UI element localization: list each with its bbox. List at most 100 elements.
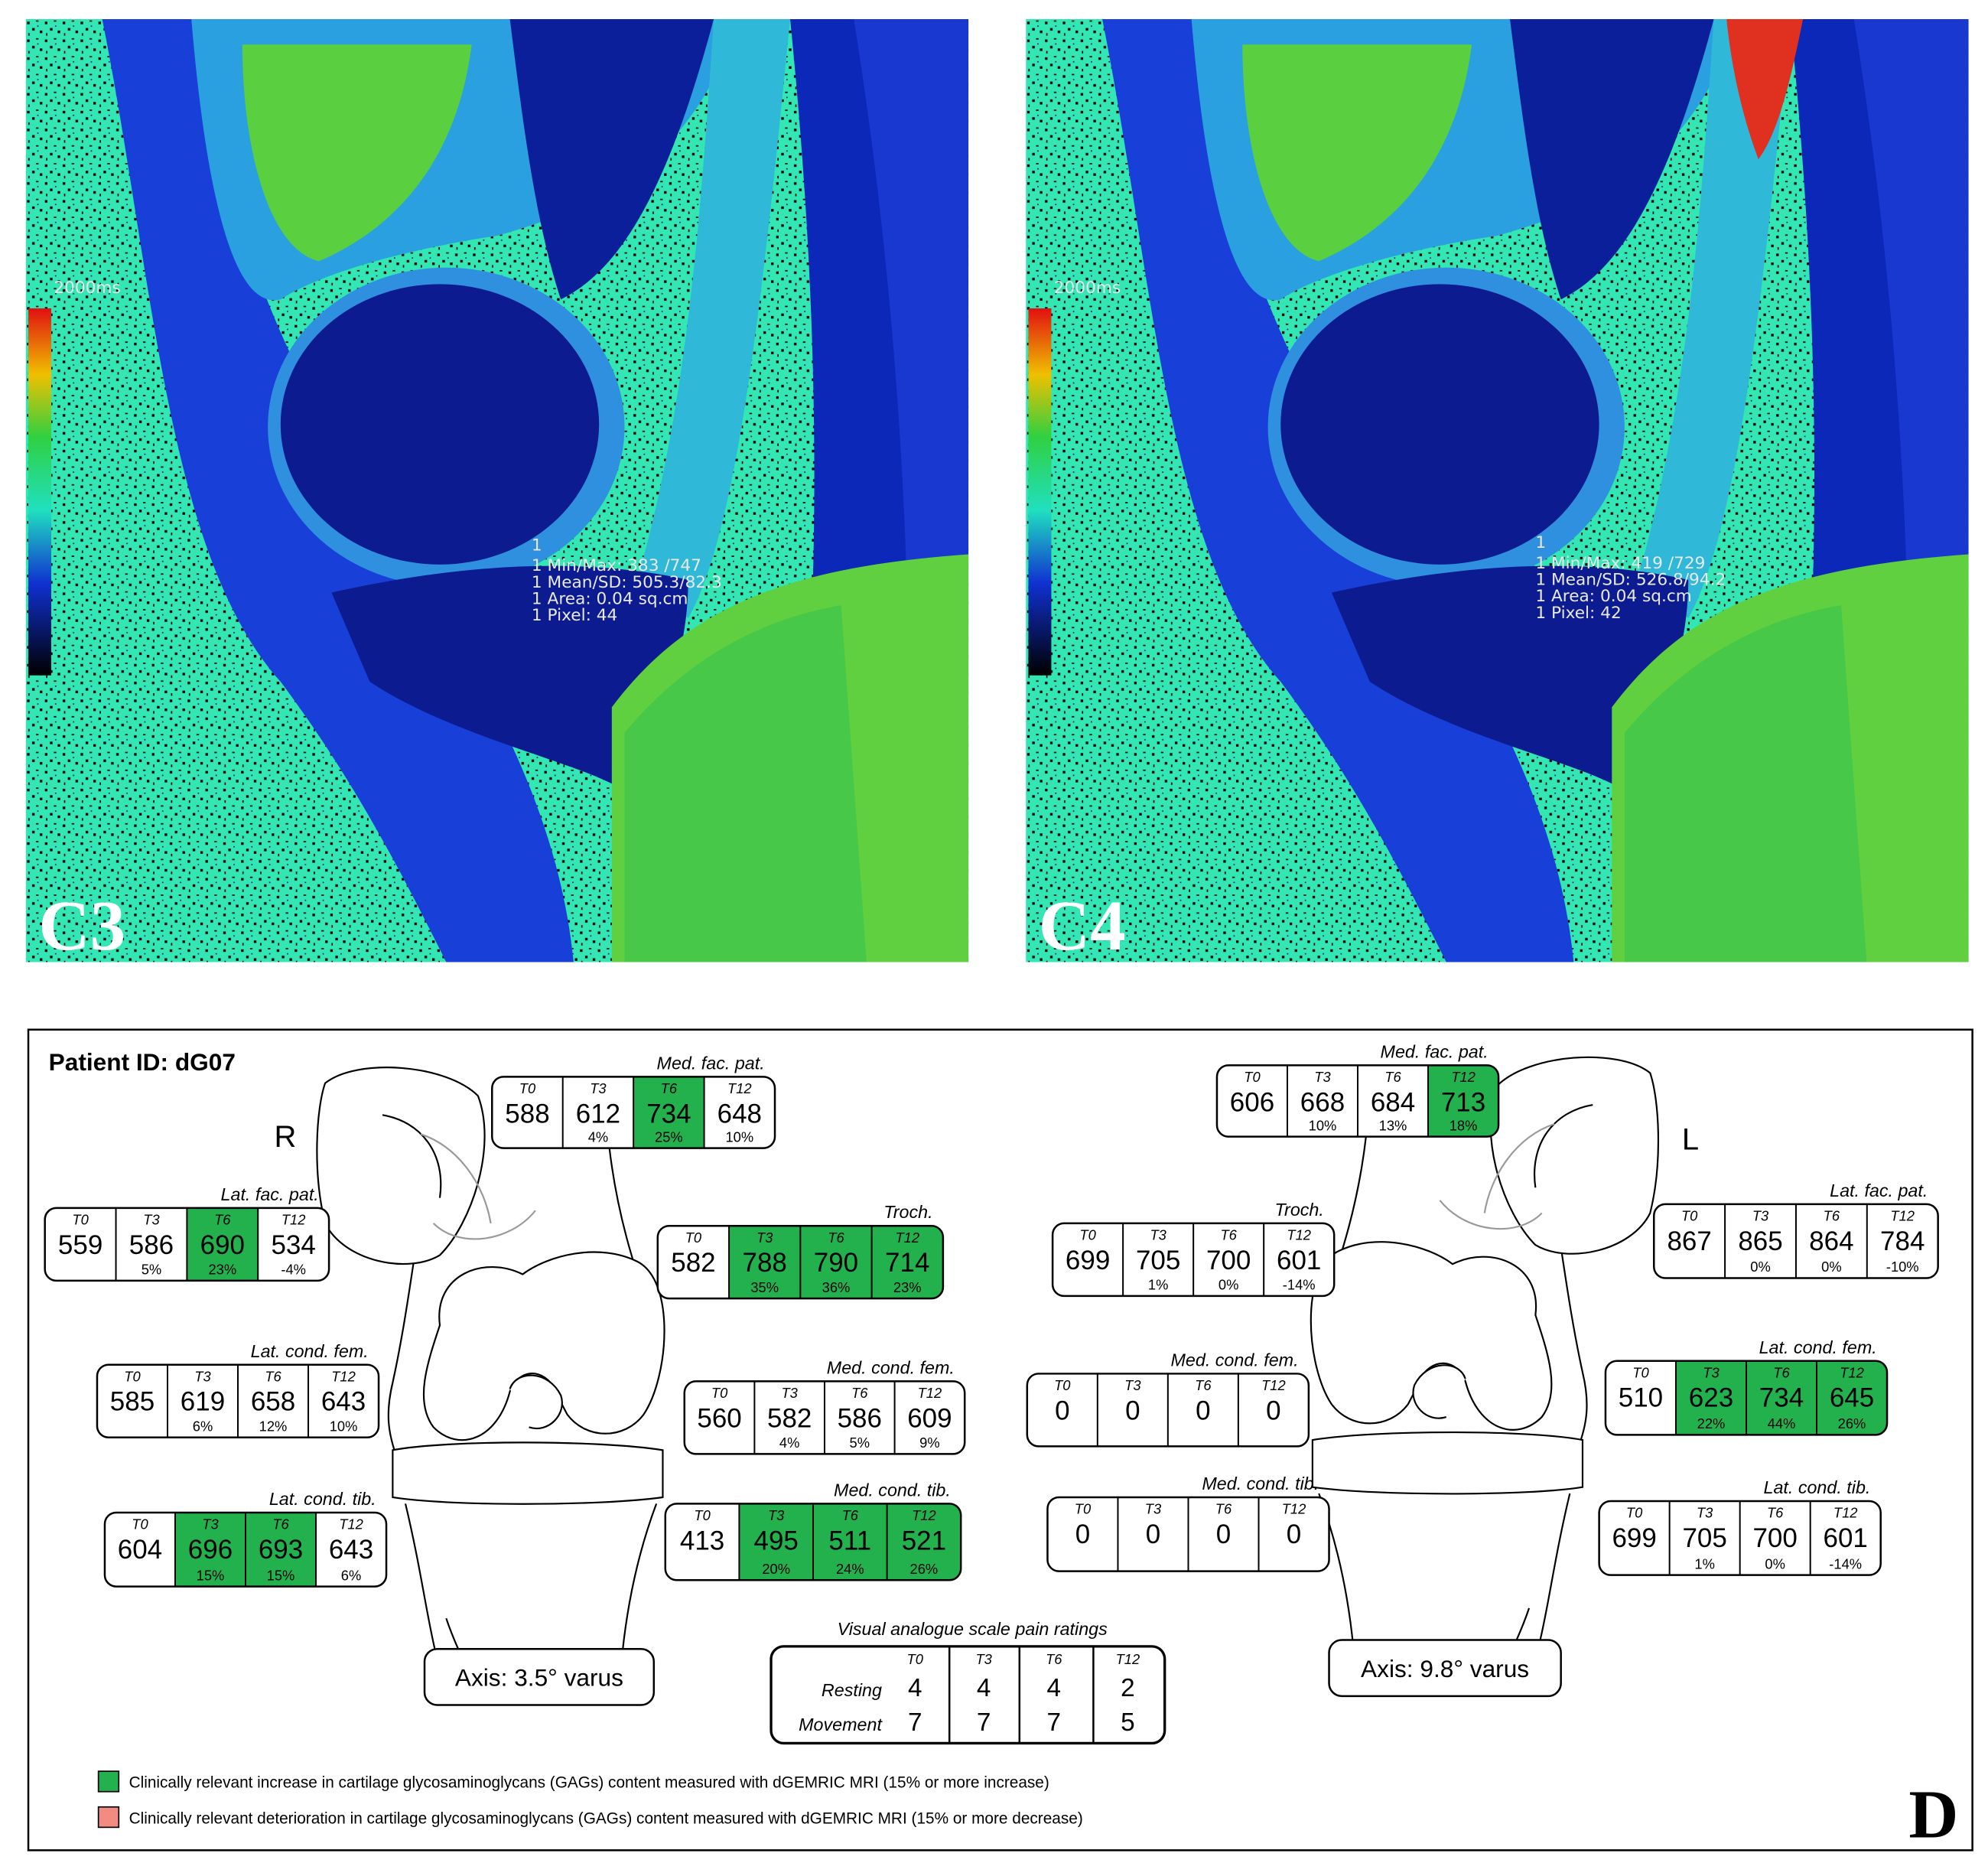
box-title: Med. fac. pat. [657,1053,765,1073]
vas-col: T6 [1046,1651,1062,1667]
score: 690 [200,1230,245,1260]
score: 612 [576,1099,620,1129]
change: 35% [750,1279,779,1295]
time-label: T6 [1824,1208,1840,1224]
change: 25% [655,1129,683,1145]
change: -14% [1283,1277,1316,1293]
score: 643 [329,1535,373,1565]
time-label: T0 [72,1212,89,1228]
time-label: T0 [694,1507,711,1523]
score: 586 [129,1230,174,1260]
vas-row-label: Movement [799,1715,883,1734]
time-label: T12 [918,1385,942,1401]
legend-swatch [97,1806,120,1829]
time-label: T3 [1150,1227,1166,1243]
score: 713 [1441,1087,1485,1117]
time-label: T6 [214,1212,231,1228]
time-label: T3 [143,1212,160,1228]
box-title: Lat. fac. pat. [1830,1181,1928,1200]
axis-label: Axis: 3.5° varus [455,1663,623,1691]
highlight [1817,1360,1888,1435]
change: 15% [267,1567,295,1583]
score: 790 [814,1248,858,1278]
change: 10% [1309,1117,1337,1133]
box-title: Lat. cond. tib. [1764,1477,1871,1497]
time-label: T3 [194,1368,211,1384]
score: 784 [1880,1226,1925,1256]
time-label: T12 [1840,1364,1864,1380]
score: 705 [1136,1246,1180,1275]
box-title: Med. cond. tib. [1202,1474,1319,1493]
score: 0 [1196,1396,1210,1425]
score: 864 [1809,1226,1853,1256]
score: 560 [697,1403,741,1433]
time-label: T3 [756,1230,773,1246]
box-border [656,1224,945,1300]
change: 6% [193,1418,213,1434]
roi-stat: 1 Min/Max: 383 /747 [532,556,701,575]
score: 714 [885,1248,929,1278]
time-label: T0 [1244,1069,1261,1085]
time-label: T6 [1220,1227,1237,1243]
change: 15% [197,1567,225,1583]
scale-label: 2000ms [1054,278,1121,298]
vas-row-label: Resting [822,1680,882,1700]
highlight [887,1503,961,1581]
score: 582 [671,1248,715,1278]
time-label: T12 [727,1080,752,1096]
change: 24% [836,1561,864,1577]
roi-stat: 1 Area: 0.04 sq.cm [1535,587,1692,606]
vas-value: 7 [908,1708,922,1737]
score: 510 [1619,1383,1663,1413]
time-label: T6 [1215,1501,1232,1517]
time-label: T3 [1703,1364,1720,1380]
change: 10% [330,1418,358,1434]
time-label: T12 [1890,1208,1915,1224]
change: 0% [1821,1259,1841,1275]
score: 619 [181,1387,225,1417]
vas-value: 7 [977,1708,991,1737]
time-label: T3 [1752,1208,1769,1224]
mri-panel [25,18,969,962]
change: 6% [341,1567,361,1583]
time-label: T3 [202,1516,219,1532]
box-border [664,1503,962,1581]
change: -10% [1886,1259,1919,1275]
vas-col: T0 [907,1651,924,1667]
score: 413 [680,1526,724,1555]
time-label: T12 [339,1516,363,1532]
score: 495 [754,1526,799,1555]
change: 18% [1450,1117,1478,1133]
box-title: Troch. [883,1202,932,1222]
roi-label: 1 [532,536,542,555]
change: 0% [1765,1555,1785,1571]
roi-label: 1 [1535,533,1546,552]
box-title: Lat. fac. pat. [221,1184,319,1204]
panel-label: D [1908,1777,1958,1853]
score: 643 [321,1387,366,1417]
box-border [491,1076,776,1149]
score: 534 [271,1230,315,1260]
roi-stat: 1 Area: 0.04 sq.cm [532,589,688,608]
time-label: T0 [1075,1501,1092,1517]
time-label: T12 [281,1212,306,1228]
score: 601 [1824,1523,1868,1553]
change: 10% [725,1129,753,1145]
highlight [1675,1360,1746,1435]
score: 606 [1230,1087,1274,1117]
change: 5% [850,1435,870,1451]
time-label: T12 [1261,1377,1286,1393]
change: 4% [588,1129,608,1145]
box-border [683,1380,966,1455]
time-label: T0 [132,1516,148,1532]
score: 623 [1689,1383,1733,1413]
score: 0 [1125,1396,1140,1425]
change: 23% [893,1279,922,1295]
score: 609 [907,1403,952,1433]
change: 13% [1379,1117,1407,1133]
roi-stat: 1 Pixel: 44 [532,606,617,625]
vas-col: T3 [975,1651,992,1667]
time-label: T0 [1626,1505,1643,1521]
